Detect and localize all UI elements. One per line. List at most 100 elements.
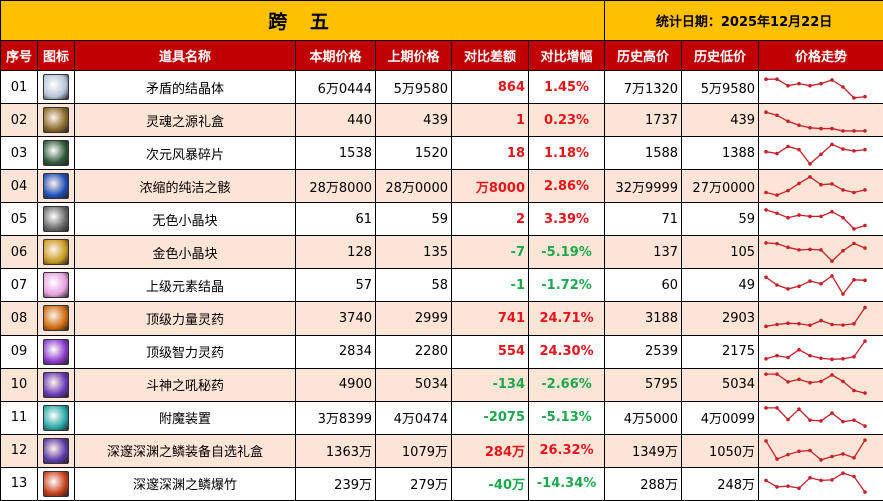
history-low: 49 <box>682 269 759 302</box>
table-row: 09 顶级智力灵药 2834 2280 554 24.30% 2539 2175 <box>1 335 883 368</box>
sparkline-point <box>808 279 812 283</box>
sparkline <box>759 105 882 136</box>
item-name: 深邃深渊之鳞爆竹 <box>75 467 296 500</box>
sparkline-point <box>775 283 779 287</box>
sparkline-point <box>775 211 779 215</box>
row-number: 04 <box>1 170 38 203</box>
table-row: 07 上级元素结晶 57 58 -1 -1.72% 60 49 <box>1 269 883 302</box>
item-icon-cell <box>38 203 75 236</box>
sparkline-point <box>863 339 867 343</box>
price-change-pct: 24.71% <box>529 302 605 335</box>
sparkline-point <box>841 357 845 361</box>
sparkline-point <box>797 348 801 352</box>
history-low: 4万0099 <box>682 401 759 434</box>
sparkline-point <box>764 479 768 483</box>
history-high: 1349万 <box>605 434 682 467</box>
column-header: 序号 <box>1 41 38 71</box>
sparkline-point <box>764 275 768 279</box>
item-icon-cell <box>38 137 75 170</box>
sparkline-point <box>775 323 779 327</box>
sparkline-point <box>775 113 779 117</box>
price-change-pct: -2.66% <box>529 368 605 401</box>
row-number: 06 <box>1 236 38 269</box>
sparkline-point <box>775 372 779 376</box>
price-diff: 284万 <box>452 434 529 467</box>
sparkline-point <box>808 162 812 166</box>
current-price: 128 <box>296 236 376 269</box>
table-row: 02 灵魂之源礼盒 440 439 1 0.23% 1737 439 <box>1 104 883 137</box>
sparkline-point <box>830 182 834 186</box>
sparkline-point <box>808 126 812 130</box>
sparkline-point <box>852 241 856 245</box>
row-number: 12 <box>1 434 38 467</box>
sparkline-point <box>841 292 845 296</box>
item-icon-cell <box>38 236 75 269</box>
current-price: 4900 <box>296 368 376 401</box>
sparkline-point <box>797 487 801 491</box>
sparkline <box>759 369 882 400</box>
price-change-pct: 3.39% <box>529 203 605 236</box>
item-name: 上级元素结晶 <box>75 269 296 302</box>
sparkline-point <box>808 476 812 480</box>
sparkline-point <box>808 247 812 251</box>
sparkline-point <box>841 249 845 253</box>
sparkline-point <box>786 119 790 123</box>
sparkline-point <box>786 216 790 220</box>
price-trend <box>759 269 883 302</box>
sparkline-line <box>766 308 865 327</box>
sparkline-line <box>766 243 865 261</box>
current-price: 57 <box>296 269 376 302</box>
current-price: 3740 <box>296 302 376 335</box>
item-name: 无色小晶块 <box>75 203 296 236</box>
sparkline-point <box>764 406 768 410</box>
sparkline-point <box>830 373 834 377</box>
sparkline-point <box>819 248 823 252</box>
sparkline-point <box>786 453 790 457</box>
price-trend <box>759 71 883 104</box>
price-change-pct: 1.18% <box>529 137 605 170</box>
item-name: 金色小晶块 <box>75 236 296 269</box>
price-trend <box>759 104 883 137</box>
row-number: 11 <box>1 401 38 434</box>
sparkline-line <box>766 473 865 492</box>
item-icon-cell <box>38 401 75 434</box>
row-number: 08 <box>1 302 38 335</box>
row-number: 07 <box>1 269 38 302</box>
row-number: 01 <box>1 71 38 104</box>
page-title: 跨 五 <box>1 1 605 41</box>
sparkline-point <box>797 378 801 382</box>
history-high: 71 <box>605 203 682 236</box>
price-diff: -7 <box>452 236 529 269</box>
sparkline <box>759 72 882 103</box>
sparkline-point <box>775 458 779 462</box>
column-header: 图标 <box>38 41 75 71</box>
sparkline-point <box>808 354 812 358</box>
previous-price: 2280 <box>376 335 452 368</box>
history-low: 248万 <box>682 467 759 500</box>
sparkline-point <box>863 424 867 428</box>
current-price: 3万8399 <box>296 401 376 434</box>
history-high: 7万1320 <box>605 71 682 104</box>
sparkline-point <box>797 408 801 412</box>
sparkline-point <box>863 391 867 395</box>
orb-icon <box>43 173 69 199</box>
current-price: 61 <box>296 203 376 236</box>
sparkline-point <box>819 380 823 384</box>
column-header: 价格走势 <box>759 41 883 71</box>
sparkline-point <box>775 485 779 489</box>
history-low: 2903 <box>682 302 759 335</box>
sparkline-point <box>830 455 834 459</box>
previous-price: 2999 <box>376 302 452 335</box>
crystal-icon <box>43 74 69 100</box>
price-diff: 2 <box>452 203 529 236</box>
sparkline <box>759 237 882 268</box>
price-diff: 18 <box>452 137 529 170</box>
previous-price: 1520 <box>376 137 452 170</box>
price-trend <box>759 467 883 500</box>
sparkline-point <box>852 355 856 359</box>
item-icon-cell <box>38 104 75 137</box>
sparkline-point <box>797 81 801 85</box>
sparkline-point <box>797 322 801 326</box>
sparkline-point <box>819 152 823 156</box>
